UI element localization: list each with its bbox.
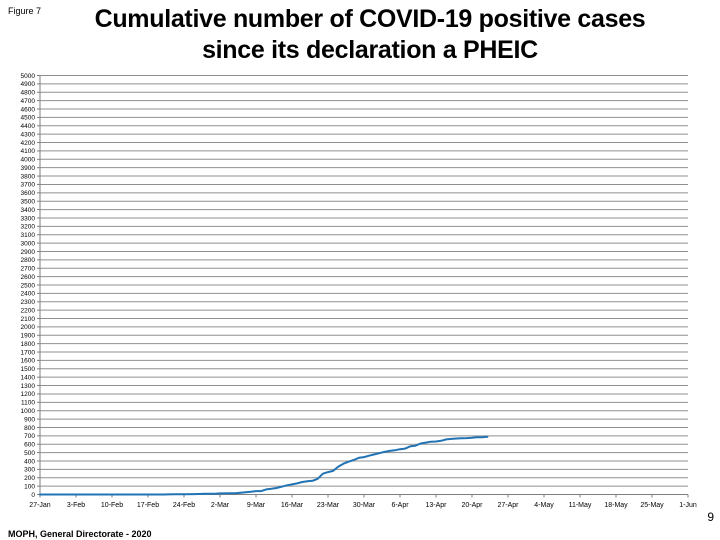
y-tick-label: 3300 — [21, 215, 36, 222]
y-tick-label: 0 — [31, 492, 35, 499]
y-tick-label: 1100 — [21, 400, 35, 407]
x-tick-label: 18-May — [604, 502, 628, 509]
figure-label: Figure 7 — [8, 6, 42, 16]
y-tick-label: 2600 — [21, 274, 36, 281]
y-tick-label: 700 — [24, 433, 35, 440]
y-tick-label: 2900 — [21, 249, 36, 256]
y-tick-label: 2100 — [21, 316, 36, 323]
x-tick-label: 23-Mar — [317, 502, 340, 509]
y-tick-label: 1000 — [21, 408, 36, 415]
y-tick-label: 4800 — [21, 90, 36, 97]
y-tick-label: 5000 — [21, 73, 36, 80]
x-tick-label: 16-Mar — [281, 502, 304, 509]
y-tick-label: 1800 — [21, 341, 36, 348]
y-tick-label: 2300 — [21, 299, 36, 306]
x-tick-label: 30-Mar — [353, 502, 376, 509]
y-tick-label: 3000 — [21, 240, 36, 247]
y-tick-label: 1500 — [21, 366, 36, 373]
y-tick-label: 2700 — [21, 266, 36, 273]
x-tick-label: 9-Mar — [247, 502, 266, 509]
y-tick-label: 100 — [24, 483, 35, 490]
y-tick-label: 1300 — [21, 383, 36, 390]
y-tick-label: 1400 — [21, 374, 36, 381]
x-tick-label: 4-May — [534, 502, 554, 509]
y-tick-label: 400 — [24, 458, 35, 465]
y-tick-label: 2800 — [21, 257, 36, 264]
y-tick-label: 4200 — [21, 140, 36, 147]
y-tick-label: 1900 — [21, 333, 36, 340]
y-tick-label: 3100 — [21, 232, 36, 239]
page-number: 9 — [707, 510, 714, 524]
y-tick-label: 2400 — [21, 291, 36, 298]
chart-title-line-1: Cumulative number of COVID-19 positive c… — [94, 5, 646, 33]
y-tick-label: 4500 — [21, 115, 36, 122]
y-tick-label: 2000 — [21, 324, 36, 331]
y-tick-label: 4000 — [21, 157, 36, 164]
x-tick-label: 27-Jan — [29, 502, 51, 509]
y-tick-label: 1200 — [21, 391, 36, 398]
x-tick-label: 25-May — [640, 502, 664, 509]
y-tick-label: 2500 — [21, 282, 36, 289]
y-tick-label: 4100 — [21, 148, 36, 155]
x-tick-label: 6-Apr — [391, 502, 409, 509]
y-tick-label: 1600 — [21, 358, 36, 365]
y-tick-label: 800 — [24, 425, 35, 432]
x-tick-label: 17-Feb — [137, 502, 159, 509]
x-tick-label: 24-Feb — [173, 502, 195, 509]
y-tick-label: 900 — [24, 416, 35, 423]
x-tick-label: 1-Jun — [679, 502, 697, 509]
source-note: MOPH, General Directorate - 2020 — [8, 529, 152, 539]
y-tick-label: 500 — [24, 450, 35, 457]
x-tick-label: 2-Mar — [211, 502, 230, 509]
y-tick-label: 3500 — [21, 199, 36, 206]
y-tick-label: 4400 — [21, 123, 36, 130]
x-tick-label: 11-May — [569, 502, 592, 509]
chart-title: Cumulative number of COVID-19 positive c… — [40, 4, 700, 66]
y-tick-label: 4700 — [21, 98, 36, 105]
y-tick-label: 3600 — [21, 190, 36, 197]
y-tick-label: 1700 — [21, 349, 36, 356]
y-tick-label: 4900 — [21, 81, 36, 88]
x-tick-label: 3-Feb — [67, 502, 85, 509]
series-line — [39, 435, 489, 496]
y-tick-label: 4300 — [21, 131, 36, 138]
y-tick-label: 4600 — [21, 106, 36, 113]
x-tick-label: 27-Apr — [497, 502, 519, 509]
y-tick-label: 3900 — [21, 165, 36, 172]
x-tick-label: 13-Apr — [425, 502, 447, 509]
y-tick-label: 300 — [24, 467, 35, 474]
chart-title-line-2: since its declaration a PHEIC — [202, 36, 538, 64]
y-tick-label: 3200 — [21, 224, 36, 231]
y-tick-label: 200 — [24, 475, 35, 482]
y-tick-label: 3400 — [21, 207, 36, 214]
y-tick-label: 2200 — [21, 307, 36, 314]
x-tick-label: 10-Feb — [101, 502, 123, 509]
y-tick-label: 3700 — [21, 182, 36, 189]
y-tick-label: 600 — [24, 442, 35, 449]
x-tick-label: 20-Apr — [461, 502, 483, 509]
y-tick-label: 3800 — [21, 173, 36, 180]
